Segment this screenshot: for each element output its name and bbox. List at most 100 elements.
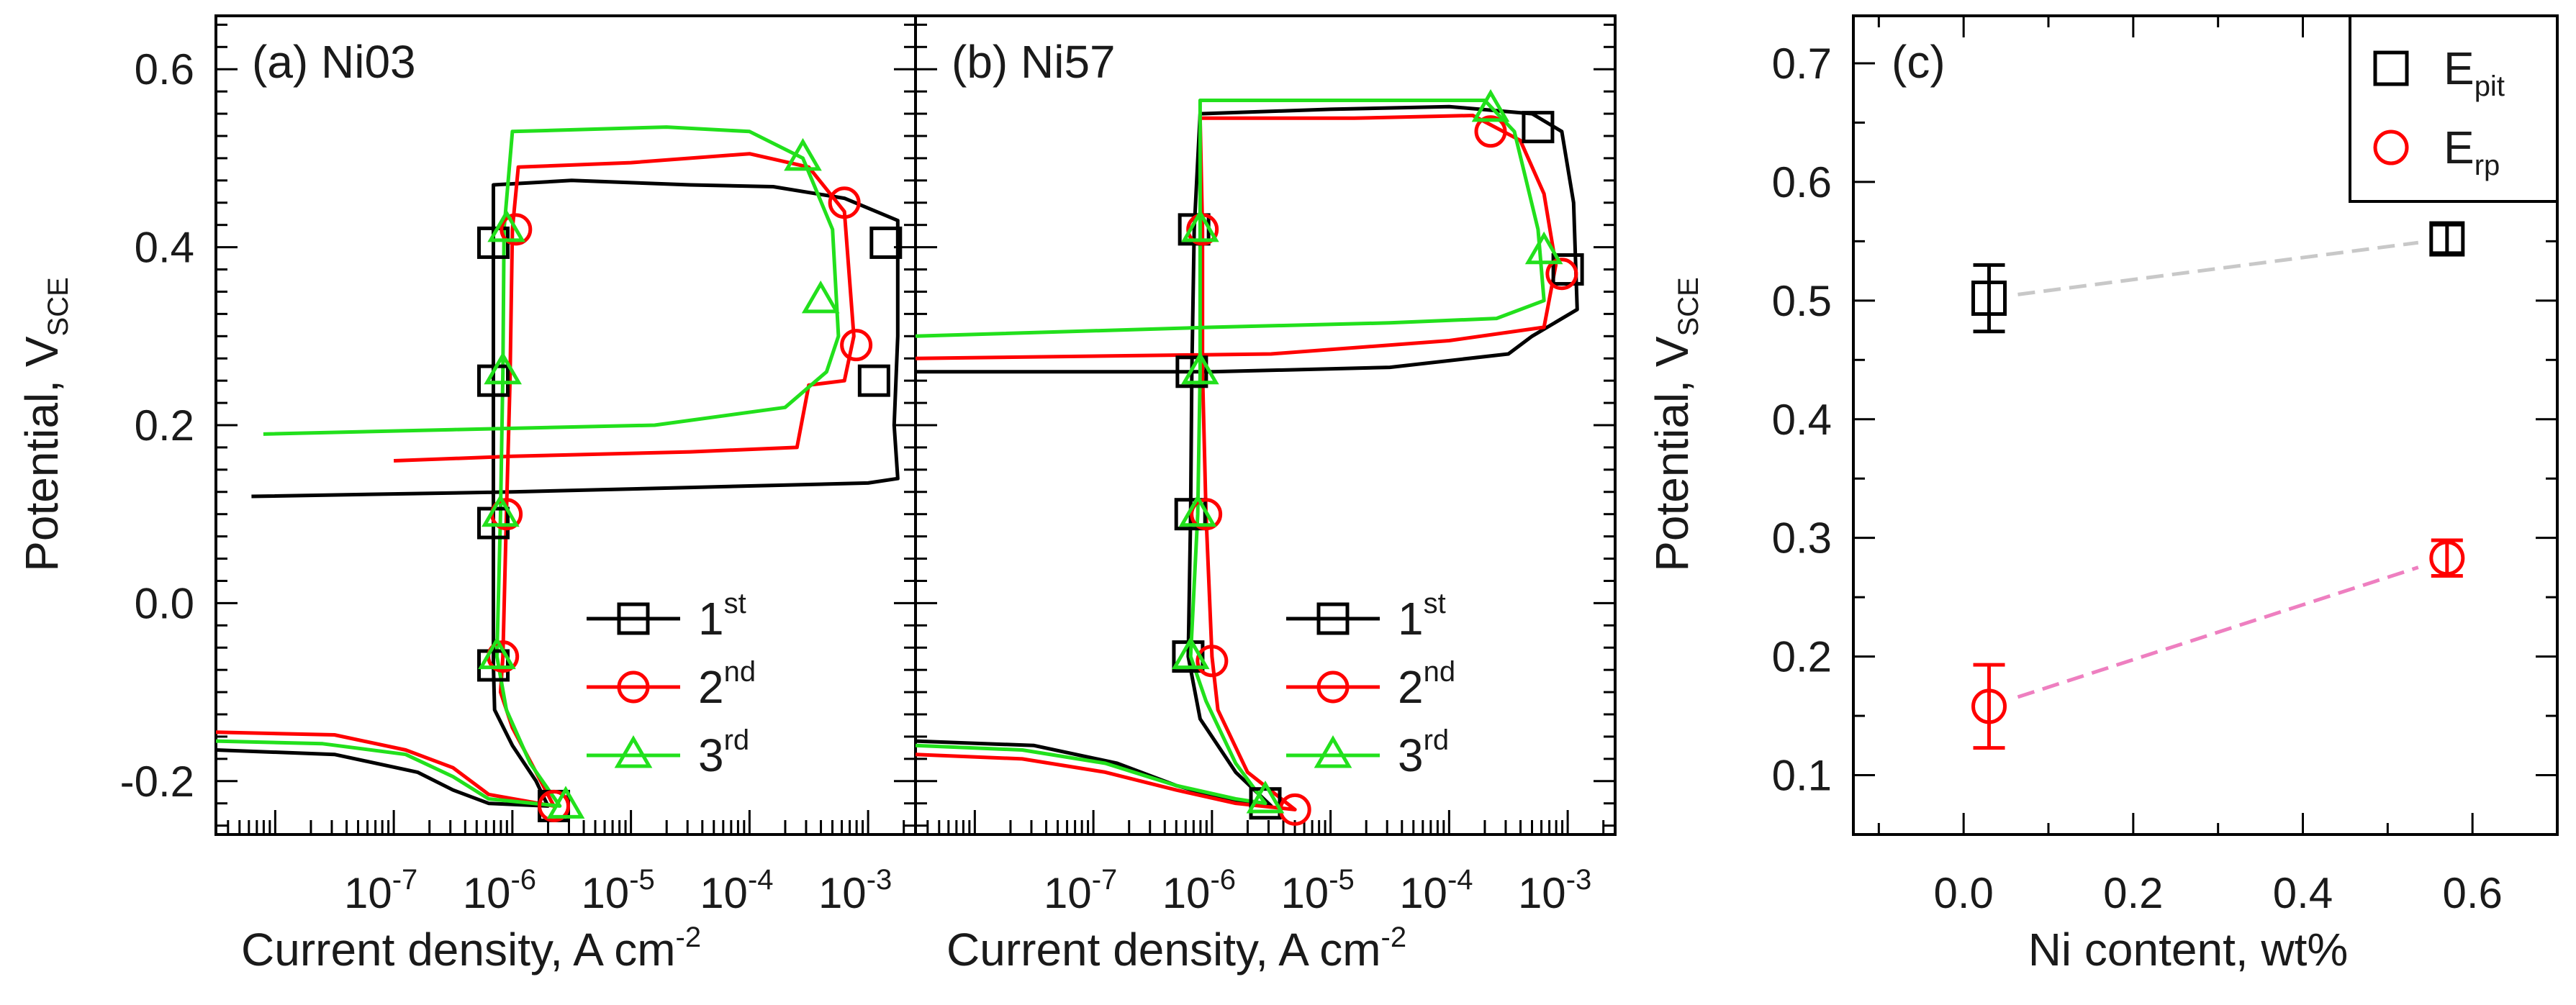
panel-c-y-tick-labels: 0.1 0.2 0.3 0.4 0.5 0.6 0.7 [1772,40,1832,800]
data-point-Epit [1971,281,2007,317]
x-tick-label-exp: -6 [1210,864,1236,896]
legend-label: 2nd [698,656,756,713]
panel-c-frame [1852,14,2559,836]
x-tick-label-exp: -6 [510,864,536,896]
x-tick-label-base: 10 [1162,869,1211,917]
y-tick-label: 0.6 [135,45,194,94]
legend-marker [1316,602,1350,635]
panel-b-ticks [916,23,1615,835]
x-tick-label: 10-3 [818,864,892,917]
legend-label-base: 3 [1398,729,1424,781]
y-tick-label: 0.4 [1772,396,1832,444]
x-tick-label: 0.2 [2103,869,2163,917]
data-marker-2nd [1474,115,1507,148]
legend-label-base: 1 [1398,593,1424,645]
data-marker-3rd [478,636,516,670]
data-marker-2nd [500,213,533,246]
data-point-Erp [1971,688,2007,724]
data-marker-3rd [1181,351,1219,385]
series-line-2nd [215,152,856,808]
data-marker-2nd [1190,498,1223,531]
x-tick-label-base: 10 [700,869,748,917]
data-marker-3rd [1178,494,1217,527]
data-marker-3rd [546,786,585,819]
legend-label-base: E [2444,42,2475,94]
data-marker-1st [1551,253,1584,286]
y-tick-label: 0.2 [135,401,194,450]
panel-a-y-tick-labels: -0.2 0.0 0.2 0.4 0.6 [120,45,194,806]
data-marker-3rd [1246,781,1285,814]
y-tick-label: 0.6 [1772,158,1832,206]
legend-marker [614,735,653,768]
x-tick-label-exp: -3 [1566,864,1592,896]
legend-label-base: E [2444,122,2475,173]
series-line-3rd [915,99,1546,806]
panel-b-legend: 1st 2nd 3rd [1286,588,1455,781]
data-point-Epit [2429,221,2465,257]
panel-c-trend-lines [2017,240,2419,699]
panel-b-series [915,99,1579,811]
data-marker-1st [1175,355,1208,388]
x-tick-label: 10-7 [344,864,417,917]
panel-c-x-tick-labels: 0.0 0.2 0.4 0.6 [1933,869,2502,917]
panel-b-x-axis-title-exp: -2 [1381,922,1407,953]
legend-label: 3rd [698,724,749,781]
data-marker-3rd [487,209,525,242]
legend-label-sub: pit [2475,71,2505,102]
legend-marker [1316,670,1350,704]
data-marker-3rd [1524,231,1563,265]
legend-label-base: 2 [698,661,724,713]
x-tick-label-base: 10 [1280,869,1329,917]
panel-c-y-axis-title-text: Potential, V [1646,336,1698,572]
legend-label-sup: st [724,588,746,619]
x-tick-label: 0.0 [1933,869,1993,917]
x-tick-label-base: 10 [1399,869,1447,917]
series-line-3rd [215,125,841,808]
x-tick-label-exp: -3 [867,864,892,896]
x-tick-label-exp: -4 [748,864,774,896]
data-marker-3rd [801,280,840,314]
data-marker-3rd [1181,209,1219,242]
data-marker-1st [869,226,903,259]
data-marker-1st [477,649,510,682]
panel-a-y-axis-title-sub: SCE [42,277,74,336]
data-marker-3rd [484,351,523,385]
panel-a-x-axis-title-exp: -2 [676,922,702,953]
data-marker-2nd [1545,258,1578,291]
y-tick-label: 0.1 [1772,752,1832,800]
panel-b-title: (b) Ni57 [952,36,1116,88]
x-tick-label-exp: -7 [1092,864,1118,896]
panel-b-x-tick-labels: 10-7 10-6 10-5 10-4 10-3 [1044,864,1591,917]
series-line-1st [915,104,1579,808]
panel-a-title: (a) Ni03 [252,36,416,88]
data-marker-1st [1174,498,1207,531]
x-tick-label-base: 10 [818,869,867,917]
legend-label-base: 2 [1398,661,1424,713]
x-tick-label: 0.4 [2273,869,2333,917]
x-tick-label: 10-7 [1044,864,1117,917]
x-tick-label-base: 10 [344,869,392,917]
legend-label: 1st [1398,588,1446,645]
panel-a-markers [477,137,903,822]
panel-a-y-axis-title-text: Potential, V [16,336,68,572]
x-tick-label-base: 10 [581,869,629,917]
y-tick-label: 0.2 [1772,633,1832,681]
legend-marker [617,670,650,704]
data-marker-1st [1249,787,1282,820]
panel-b-x-axis-title: Current density, A cm-2 [946,922,1406,976]
x-tick-label-base: 10 [1044,869,1092,917]
x-tick-label-exp: -5 [629,864,655,896]
x-tick-label: 0.6 [2442,869,2502,917]
trend-line-Erp [2017,565,2419,699]
legend-marker [617,602,650,635]
panel-b-markers [1171,88,1584,826]
legend-box [2349,14,2559,203]
panel-c-title: (c) [1892,36,1945,88]
y-tick-label: -0.2 [120,758,194,806]
legend-marker [2373,129,2409,165]
